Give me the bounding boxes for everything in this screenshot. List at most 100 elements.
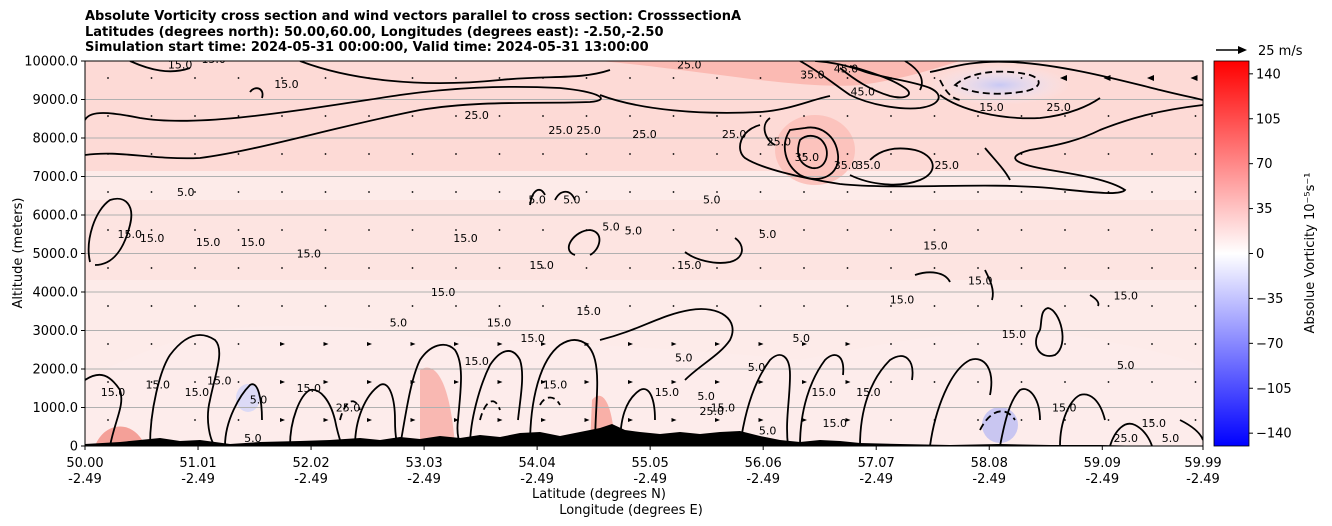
contour-line [1059,393,1106,446]
contour-label: 15.0 [711,401,736,414]
y-tick-label: 3000.0 [33,324,79,339]
wind-vector [672,456,677,460]
wind-vector [107,381,109,383]
wind-vector [150,305,153,307]
x-tick-label-longitude: -2.49 [859,472,893,487]
wind-vector [890,153,892,155]
wind-vector [846,229,849,231]
wind-vector [1021,457,1023,459]
wind-vector [802,342,807,346]
wind-vector [1194,191,1197,193]
contour-label: 45.0 [851,86,876,99]
x-tick-label-latitude: 55.05 [632,456,669,471]
wind-vector [323,380,329,384]
contour-label: 35.0 [856,159,881,172]
wind-vector [542,267,544,269]
wind-vector [715,418,720,422]
y-tick-label: 10000.0 [24,55,78,70]
contour-label: 5.0 [177,186,195,199]
wind-vector [672,77,675,79]
x-tick-label-longitude: -2.49 [972,472,1006,487]
x-tick-label-latitude: 57.07 [858,456,895,471]
wind-vector [933,267,936,269]
wind-vector [846,115,849,117]
wind-vector [410,342,416,346]
wind-vector [542,115,544,117]
wind-vector [367,418,372,422]
colorbar: 140 105 70 35 0 −35 −70 −105 −140 Absolue Vortic… [1213,60,1318,447]
wind-vector [455,267,457,269]
wind-vector [585,77,588,79]
wind-vector [194,153,196,155]
wind-vector [1020,343,1023,345]
wind-vector [629,267,631,269]
contour-label: 25.0 [464,109,489,122]
colorbar-tick-label: 35 [1256,202,1273,217]
wind-vector [890,115,892,117]
wind-vector [367,342,372,346]
wind-vector [759,305,762,307]
contour-line [739,354,791,446]
wind-vector [629,115,631,117]
wind-vector [367,380,372,384]
wind-vector [802,380,807,384]
contour-line [224,383,263,446]
contour-label: 15.0 [923,240,948,253]
wind-vector [150,191,153,193]
x-tick-label-latitude: 54.04 [519,456,556,471]
wind-vector [455,77,457,79]
wind-vector [411,153,414,155]
wind-vector [107,153,109,155]
surface-blue-patch-2 [236,384,260,412]
colorbar-ticks: 140 105 70 35 0 −35 −70 −105 −140 [1249,67,1292,442]
wind-vector [107,115,109,117]
wind-vector [324,115,327,117]
wind-vector [977,267,979,269]
x-tick-label-longitude: -2.49 [1186,472,1220,487]
mid-band-light [85,200,1203,280]
wind-vector [803,153,805,155]
contour-label: 25.0 [767,136,792,149]
x-tick-label-latitude: 59.09 [1084,456,1121,471]
wind-vector [1151,267,1153,269]
wind-vector [281,267,283,269]
contour-line [849,147,934,186]
wind-vector [542,229,544,231]
colorbar-tick-label: 0 [1256,247,1264,262]
wind-vector [237,343,240,345]
wind-vector [1064,381,1066,383]
contour-label: 15.0 [297,382,322,395]
wind-vector [672,305,675,307]
contour-label: 15.0 [576,305,601,318]
wind-vector [368,115,370,117]
wind-vector [324,153,327,155]
wind-vector [890,191,892,193]
wind-vector [803,229,805,231]
contour-label: 5.0 [759,424,777,437]
wind-vector [1151,457,1153,459]
wind-vector [281,191,283,193]
wind-vector [280,456,285,460]
wind-vector [628,342,633,346]
wind-vector [150,153,153,155]
wind-vector [585,115,588,117]
wind-vector [716,77,718,79]
contour-line [599,308,734,381]
wind-vector [890,267,892,269]
contour-line [289,388,343,446]
contour-label: 25.0 [934,159,959,172]
wind-vector [672,115,675,117]
wind-vector [977,115,979,117]
wind-vector [542,191,544,193]
surface-blue-patch [982,407,1018,443]
wind-vector [977,229,979,231]
x-tick-label-longitude: -2.49 [407,472,441,487]
wind-vector [368,305,370,307]
contour-labels: 15.0 15.015.025.025.0 25.0 25.025.025.025.0… [101,61,1180,445]
wind-vector [411,267,414,269]
wind-vector [1020,419,1023,421]
wind-vector [977,191,979,193]
wind-vector [934,457,936,459]
wind-vector [238,457,240,459]
contour-line [984,269,994,301]
